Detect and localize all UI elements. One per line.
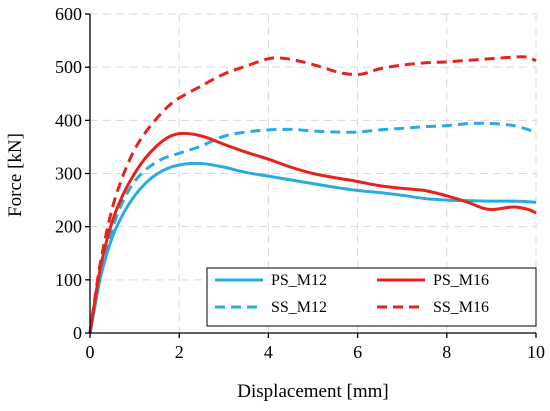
legend-label: PS_M16 — [433, 272, 489, 289]
y-tick-label: 100 — [55, 270, 82, 290]
series-line-ps-m16 — [88, 131, 537, 334]
x-tick-label: 0 — [86, 342, 95, 362]
y-tick-label: 300 — [55, 164, 82, 184]
axes — [85, 13, 537, 338]
legend-box — [206, 267, 537, 327]
series-line-ss-m12 — [88, 121, 537, 334]
legend: PS_M12 PS_M16 SS_M12 SS_M16 — [206, 267, 537, 327]
legend-label: SS_M16 — [433, 299, 489, 316]
x-tick-label: 10 — [527, 342, 545, 362]
y-tick-label: 0 — [73, 323, 82, 343]
legend-label: SS_M12 — [271, 299, 327, 316]
y-axis-title: Force [kN] — [5, 133, 26, 217]
x-tick-label: 6 — [353, 342, 362, 362]
x-axis-title: Displacement [mm] — [237, 381, 388, 402]
y-tick-label: 400 — [55, 110, 82, 130]
series-lines — [88, 55, 537, 334]
y-tick-label: 600 — [55, 4, 82, 24]
series-line-ss-m16 — [88, 55, 537, 334]
x-tick-label: 2 — [175, 342, 184, 362]
x-tick-label: 4 — [264, 342, 273, 362]
legend-label: PS_M12 — [271, 272, 327, 289]
y-tick-label: 200 — [55, 217, 82, 237]
series-line-ps-m12 — [88, 161, 537, 334]
y-tick-label: 500 — [55, 57, 82, 77]
x-tick-label: 8 — [442, 342, 451, 362]
